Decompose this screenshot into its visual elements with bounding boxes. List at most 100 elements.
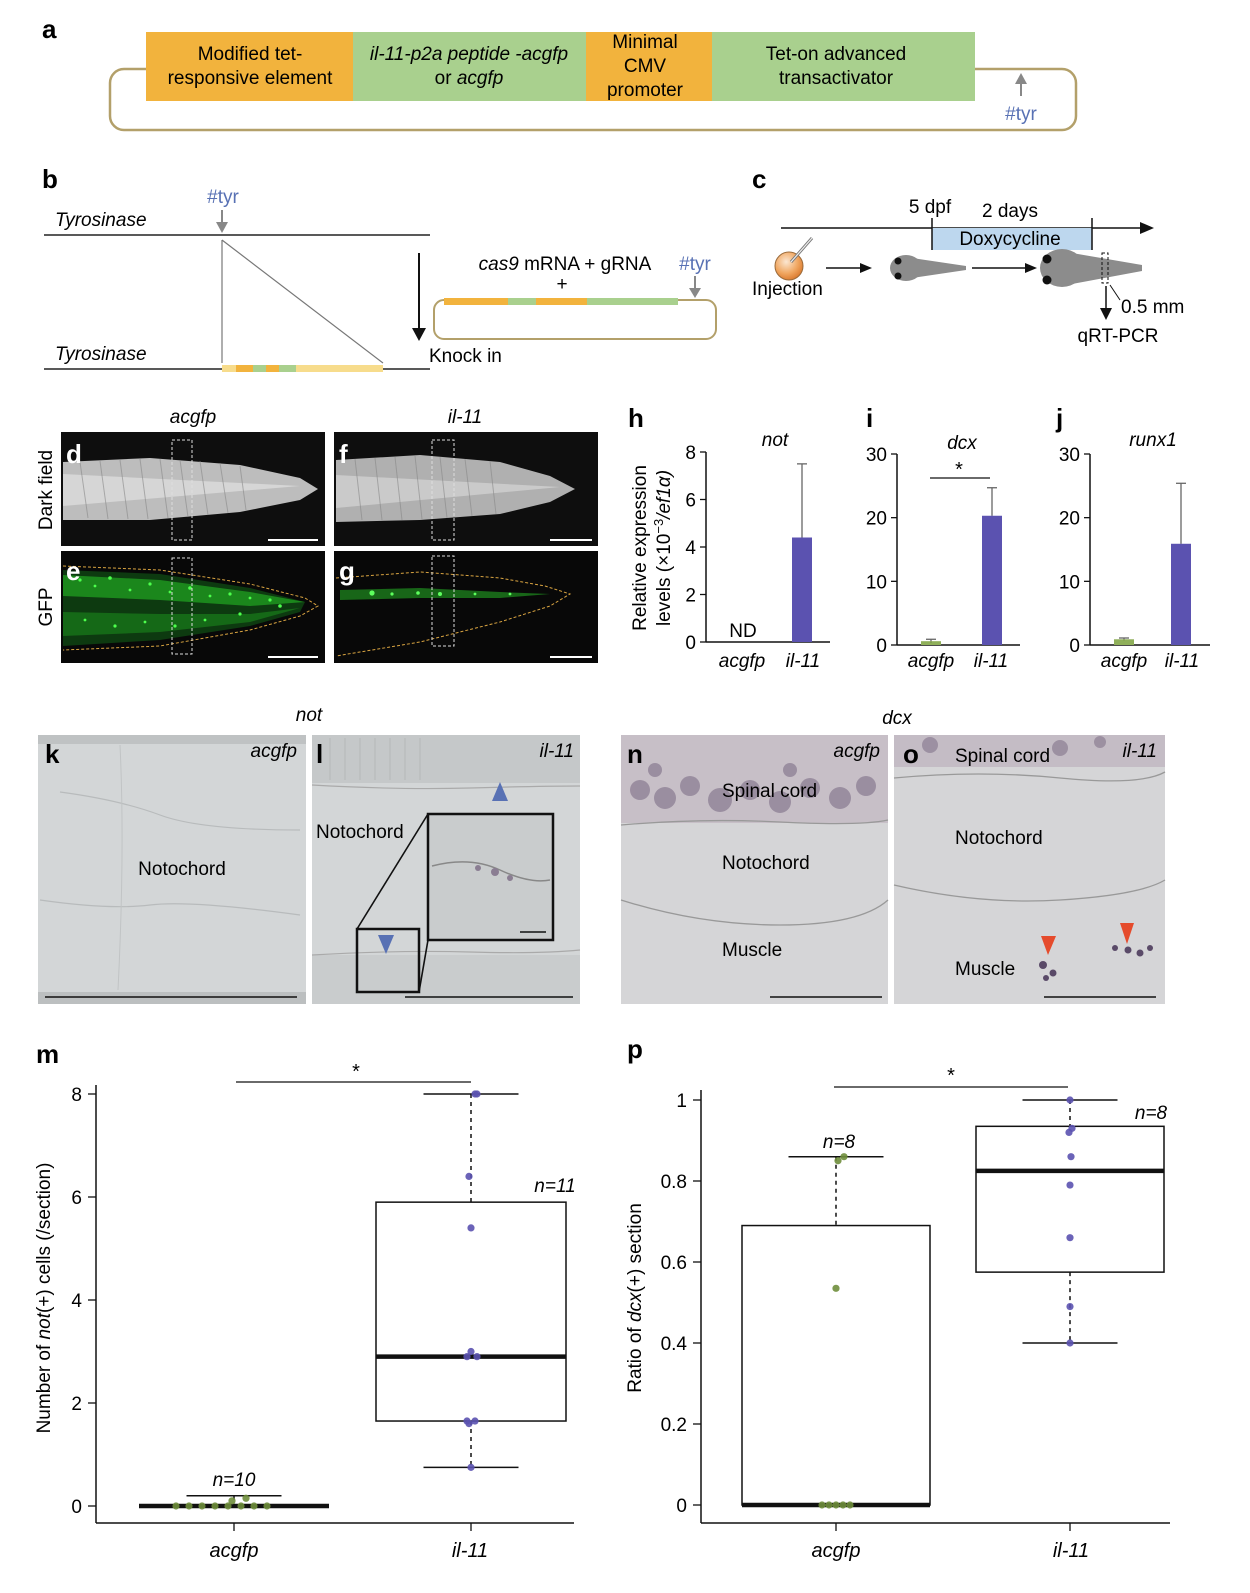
panels-k-l: not k acgfp Notochord l il-11 Notochord [38,705,581,1004]
chart-i-ytick-label: 20 [866,509,887,530]
l-il11: il-11 [540,741,575,762]
chart-p-point [825,1501,833,1509]
n-spinal: Spinal cord [722,781,817,802]
chart-h-nd: ND [729,621,756,642]
n-muscle: Muscle [722,940,782,961]
l-arrowhead-top [492,782,508,801]
chart-p-point [832,1284,840,1292]
donor-plasmid [433,299,717,340]
segment-tre [146,32,353,101]
chart-h-ytick-label: 6 [685,491,696,512]
tyr-label-a: #tyr [1005,104,1037,125]
chart-m-ytick-label: 0 [71,1497,82,1518]
col-label-acgfp: acgfp [170,407,216,428]
chart-i-sig: * [955,459,963,481]
chart-i-xlabel-acgfp: acgfp [908,651,954,672]
chart-p-ytick-label: 1 [676,1091,687,1112]
panel-label-b: b [42,164,58,194]
chart-m-point [185,1502,193,1510]
cas9-label: cas9 mRNA + gRNA [479,254,652,275]
chart-j-ytick-label: 0 [1069,636,1080,657]
chart-p-point [1066,1096,1074,1104]
chart-p-point [1066,1181,1074,1189]
panel-b: b Tyrosinase #tyr Tyrosinase Knock in ca… [42,164,717,372]
chart-i-xlabel-il11: il-11 [974,651,1009,672]
chart-i-title: dcx [947,433,978,454]
chart-p-sig: * [947,1065,955,1087]
doxycycline-bar [932,228,1092,250]
seg3-line1: Minimal [612,32,677,53]
doxycycline-label: Doxycycline [959,229,1060,250]
row-label-dark-field: Dark field [36,450,57,530]
no-title: dcx [882,708,913,729]
panel-label-h: h [628,403,644,433]
panel-h: h not Relative expression levels (×10−3/… [628,403,830,672]
chart-p-point [1066,1234,1074,1242]
chart-m-point [211,1502,219,1510]
chart-p-plot: 0 0.2 0.4 0.6 0.8 1 [661,1090,1170,1531]
chart-m-point [224,1502,232,1510]
chart-h-xlabel-acgfp: acgfp [719,651,765,672]
seg1-line1: Modified tet- [198,44,303,65]
chart-p-ylabel: Ratio of dcx(+) section [625,1203,646,1393]
chart-j-plot: 0 10 20 30 [1059,445,1210,657]
chart-m-n-il11: n=11 [534,1176,575,1197]
dpf-label: 5 dpf [909,197,952,218]
o-arrowhead-2 [1120,923,1134,944]
segment-il11 [353,32,586,101]
chart-p-ytick-label: 0.8 [661,1172,687,1193]
chart-h-xlabel-il11: il-11 [786,651,821,672]
plus-sign: + [556,274,567,295]
chart-p-ytick-label: 0.4 [661,1334,688,1355]
chart-p-point [839,1501,847,1509]
chart-h-ylabel-1: Relative expression [630,465,651,631]
image-g [334,551,598,663]
chart-p-point [832,1501,840,1509]
chart-m-point [467,1347,475,1356]
seg1-line2: responsive element [168,68,333,89]
chart-m-point [467,1224,475,1232]
segment-cmv [586,32,712,101]
segment-rtta [712,32,975,101]
l-notochord: Notochord [316,822,404,843]
tyr-top: #tyr [207,187,239,208]
days-label: 2 days [982,201,1038,222]
panels-n-o: dcx n acgfp Spinal cord Notochord Muscle… [620,708,1166,1004]
l-inset [426,812,555,942]
image-k [38,735,306,1004]
panels-d-g: acgfp il-11 Dark field GFP d f [36,407,598,663]
qrt-label: qRT-PCR [1078,326,1159,347]
panel-label-j: j [1055,403,1063,433]
knockin-label: Knock in [429,346,502,367]
seg2-line2: or acgfp [435,68,504,89]
chart-m-xlabel-acgfp: acgfp [210,1540,259,1562]
egg-icon [774,251,804,281]
panel-a: a Modified tet- responsive element il-11… [42,14,1078,132]
chart-p-n-il11: n=8 [1135,1103,1168,1124]
chart-m-xlabel-il11: il-11 [452,1540,488,1562]
chart-m-point [263,1502,271,1510]
chart-j-xlabel-il11: il-11 [1165,651,1200,672]
chart-p-ytick-label: 0.2 [661,1415,687,1436]
tyr-right: #tyr [679,254,711,275]
panel-label-a: a [42,14,57,44]
chart-h-ytick-label: 0 [685,633,696,654]
panel-label-e: e [66,556,80,586]
gfp-signal-g [340,588,550,600]
o-muscle: Muscle [955,959,1015,980]
chart-p-point [818,1501,826,1509]
seg2-line1: il-11-p2a peptide -acgfp [370,44,568,65]
chart-m-point [465,1172,473,1180]
panel-label-f: f [339,439,348,469]
panel-label-n: n [627,739,643,769]
chart-m-point [172,1502,180,1510]
panel-i: i dcx 0 10 20 30 * acgfp il-11 [866,403,1020,672]
chart-p-box [741,1224,931,1506]
o-spinal: Spinal cord [955,746,1050,767]
chart-i-plot: 0 10 20 30 [866,445,1020,657]
chart-h-plot: 0 2 4 6 8 [685,443,830,654]
chart-j-ytick-label: 10 [1059,572,1080,593]
panel-c: c 5 dpf 2 days Doxycycline Injection 0 [752,164,1184,347]
kl-title: not [296,705,323,726]
seg3-line3: promoter [607,80,684,101]
